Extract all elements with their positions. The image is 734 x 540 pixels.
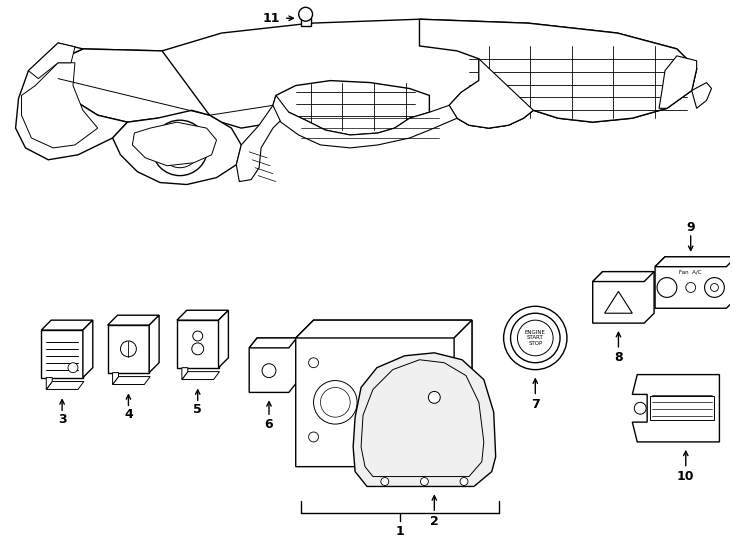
Polygon shape bbox=[182, 368, 188, 380]
Circle shape bbox=[308, 432, 319, 442]
Polygon shape bbox=[58, 19, 697, 135]
Text: Fan  A/C: Fan A/C bbox=[680, 269, 702, 274]
Circle shape bbox=[429, 392, 440, 403]
Circle shape bbox=[421, 477, 429, 485]
Text: ENGINE: ENGINE bbox=[525, 329, 545, 335]
Polygon shape bbox=[659, 56, 697, 109]
Bar bbox=[355, 393, 395, 410]
Circle shape bbox=[381, 477, 389, 485]
Polygon shape bbox=[353, 353, 495, 487]
Polygon shape bbox=[177, 320, 219, 368]
Polygon shape bbox=[296, 320, 472, 467]
Circle shape bbox=[68, 363, 78, 373]
Polygon shape bbox=[112, 110, 241, 185]
Polygon shape bbox=[454, 320, 472, 467]
Circle shape bbox=[705, 278, 724, 298]
Text: 2: 2 bbox=[430, 515, 439, 528]
Circle shape bbox=[313, 381, 357, 424]
Polygon shape bbox=[41, 330, 83, 377]
Polygon shape bbox=[593, 272, 654, 281]
Polygon shape bbox=[149, 315, 159, 373]
Circle shape bbox=[152, 120, 208, 176]
Circle shape bbox=[657, 278, 677, 298]
Polygon shape bbox=[112, 373, 118, 384]
Polygon shape bbox=[419, 19, 697, 128]
Circle shape bbox=[511, 313, 560, 363]
Polygon shape bbox=[41, 320, 92, 330]
Bar bbox=[185, 328, 211, 360]
Circle shape bbox=[193, 331, 203, 341]
Polygon shape bbox=[83, 320, 92, 377]
Polygon shape bbox=[182, 372, 219, 380]
Polygon shape bbox=[273, 96, 457, 148]
Text: 6: 6 bbox=[265, 417, 273, 430]
Polygon shape bbox=[655, 257, 734, 308]
Text: 3: 3 bbox=[58, 413, 66, 426]
Polygon shape bbox=[177, 310, 228, 320]
Polygon shape bbox=[250, 338, 297, 393]
Polygon shape bbox=[112, 376, 150, 384]
Polygon shape bbox=[132, 122, 217, 166]
Polygon shape bbox=[650, 396, 714, 420]
Circle shape bbox=[634, 402, 646, 414]
Circle shape bbox=[711, 284, 719, 292]
Text: STOP: STOP bbox=[528, 341, 542, 347]
Polygon shape bbox=[46, 377, 52, 389]
Polygon shape bbox=[15, 43, 128, 160]
Circle shape bbox=[160, 128, 200, 168]
Text: 11: 11 bbox=[262, 12, 280, 25]
Circle shape bbox=[308, 358, 319, 368]
Text: 7: 7 bbox=[531, 398, 539, 411]
Circle shape bbox=[504, 306, 567, 370]
Polygon shape bbox=[655, 257, 734, 267]
Text: 8: 8 bbox=[614, 352, 622, 365]
Circle shape bbox=[686, 282, 696, 293]
Polygon shape bbox=[236, 105, 288, 181]
Polygon shape bbox=[632, 375, 719, 442]
Polygon shape bbox=[301, 18, 310, 26]
Polygon shape bbox=[691, 83, 711, 109]
Circle shape bbox=[400, 388, 429, 417]
Bar bbox=[254, 353, 284, 388]
Polygon shape bbox=[296, 320, 472, 338]
Circle shape bbox=[321, 388, 350, 417]
Text: START: START bbox=[527, 335, 544, 341]
Polygon shape bbox=[219, 310, 228, 368]
Bar bbox=[41, 69, 63, 83]
Polygon shape bbox=[250, 338, 297, 348]
Polygon shape bbox=[273, 80, 429, 135]
Polygon shape bbox=[593, 272, 654, 323]
Circle shape bbox=[432, 432, 441, 442]
Circle shape bbox=[192, 343, 203, 355]
Bar bbox=[310, 353, 439, 452]
Polygon shape bbox=[108, 315, 159, 325]
Circle shape bbox=[262, 364, 276, 377]
Polygon shape bbox=[21, 63, 98, 148]
Polygon shape bbox=[108, 325, 149, 373]
Text: 4: 4 bbox=[124, 408, 133, 421]
Text: 10: 10 bbox=[677, 470, 694, 483]
Circle shape bbox=[120, 341, 137, 357]
Polygon shape bbox=[29, 43, 75, 79]
Circle shape bbox=[517, 320, 553, 356]
Polygon shape bbox=[449, 59, 534, 128]
Polygon shape bbox=[46, 382, 84, 389]
Text: 1: 1 bbox=[396, 524, 404, 537]
Bar bbox=[115, 333, 141, 365]
Text: 5: 5 bbox=[193, 403, 202, 416]
Circle shape bbox=[460, 477, 468, 485]
Circle shape bbox=[393, 381, 436, 424]
Circle shape bbox=[299, 8, 313, 21]
Text: 9: 9 bbox=[686, 221, 695, 234]
Polygon shape bbox=[58, 49, 210, 122]
